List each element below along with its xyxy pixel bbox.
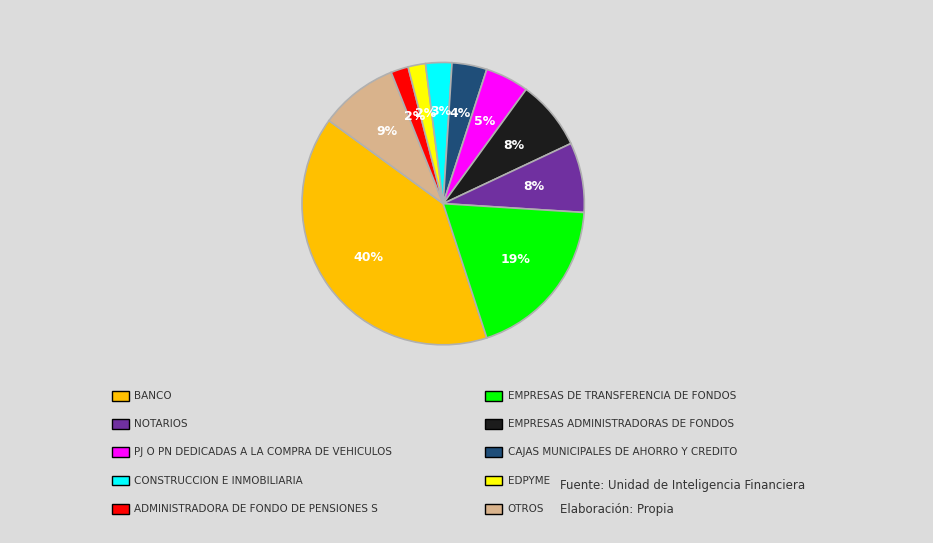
Text: Elaboración: Propia: Elaboración: Propia xyxy=(560,503,674,516)
Text: EMPRESAS DE TRANSFERENCIA DE FONDOS: EMPRESAS DE TRANSFERENCIA DE FONDOS xyxy=(508,391,736,401)
Text: NOTARIOS: NOTARIOS xyxy=(134,419,188,429)
Wedge shape xyxy=(408,64,443,204)
Text: 3%: 3% xyxy=(430,105,451,118)
Wedge shape xyxy=(443,63,487,204)
Text: 2%: 2% xyxy=(404,110,425,123)
Wedge shape xyxy=(443,90,571,204)
Wedge shape xyxy=(391,67,443,204)
Text: BANCO: BANCO xyxy=(134,391,172,401)
Wedge shape xyxy=(329,72,443,204)
Wedge shape xyxy=(443,70,526,204)
Text: 4%: 4% xyxy=(450,107,471,120)
Text: OTROS: OTROS xyxy=(508,504,544,514)
Text: EDPYME: EDPYME xyxy=(508,476,550,485)
Text: 9%: 9% xyxy=(376,124,397,137)
Text: 8%: 8% xyxy=(522,180,544,193)
Text: Fuente: Unidad de Inteligencia Financiera: Fuente: Unidad de Inteligencia Financier… xyxy=(560,479,805,492)
Text: PJ O PN DEDICADAS A LA COMPRA DE VEHICULOS: PJ O PN DEDICADAS A LA COMPRA DE VEHICUL… xyxy=(134,447,393,457)
Wedge shape xyxy=(443,143,584,212)
Text: 5%: 5% xyxy=(474,115,495,128)
Text: CAJAS MUNICIPALES DE AHORRO Y CREDITO: CAJAS MUNICIPALES DE AHORRO Y CREDITO xyxy=(508,447,737,457)
Text: 8%: 8% xyxy=(503,138,524,151)
Text: 40%: 40% xyxy=(354,251,384,264)
Text: 2%: 2% xyxy=(415,107,437,120)
Wedge shape xyxy=(443,204,584,338)
Wedge shape xyxy=(425,62,453,204)
Wedge shape xyxy=(302,121,487,345)
Text: EMPRESAS ADMINISTRADORAS DE FONDOS: EMPRESAS ADMINISTRADORAS DE FONDOS xyxy=(508,419,733,429)
Text: 19%: 19% xyxy=(501,254,531,267)
Text: CONSTRUCCION E INMOBILIARIA: CONSTRUCCION E INMOBILIARIA xyxy=(134,476,303,485)
Text: ADMINISTRADORA DE FONDO DE PENSIONES S: ADMINISTRADORA DE FONDO DE PENSIONES S xyxy=(134,504,378,514)
